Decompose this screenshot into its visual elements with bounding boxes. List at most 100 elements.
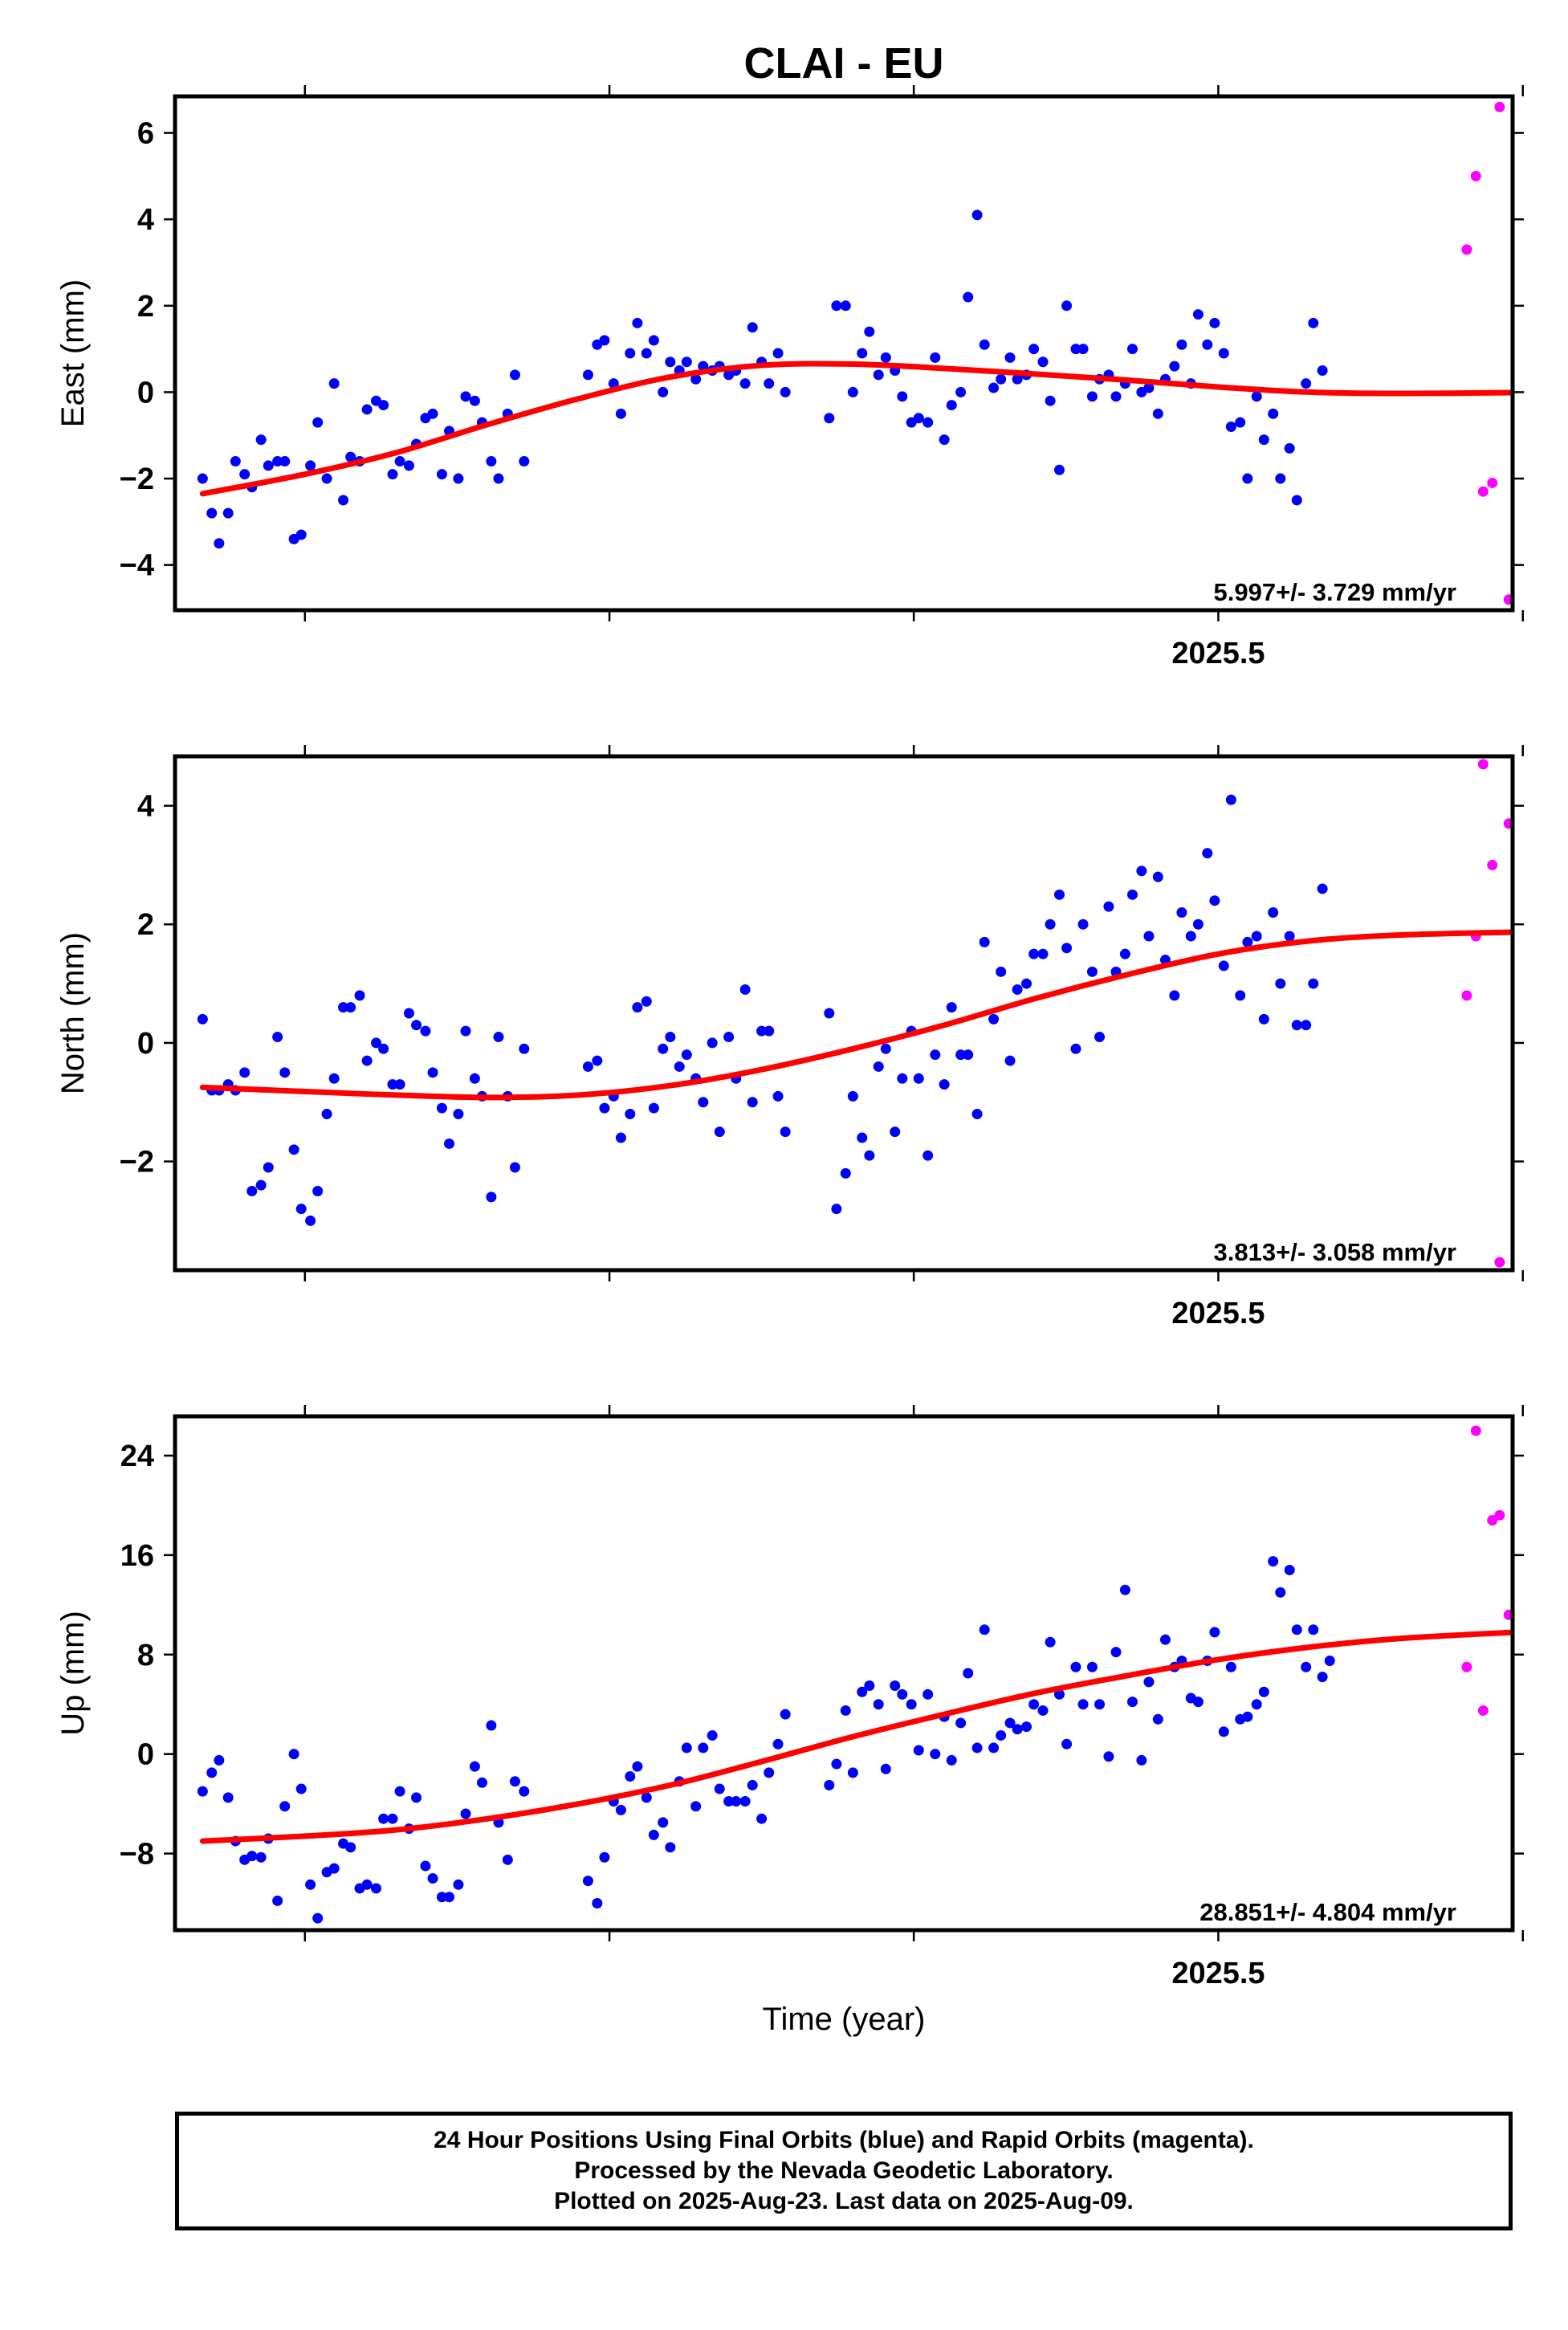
final-orbit-point bbox=[255, 434, 267, 446]
final-orbit-point bbox=[1308, 1624, 1319, 1635]
final-orbit-point bbox=[582, 1876, 593, 1887]
final-orbit-point bbox=[1301, 1020, 1312, 1031]
y-tick-label: 4 bbox=[137, 203, 154, 237]
final-orbit-point bbox=[707, 1037, 718, 1049]
final-orbit-point bbox=[996, 373, 1007, 385]
final-orbit-point bbox=[971, 210, 983, 221]
final-orbit-point bbox=[394, 1079, 405, 1090]
final-orbit-point bbox=[1284, 442, 1295, 454]
final-orbit-point bbox=[930, 352, 941, 363]
final-orbit-point bbox=[971, 1109, 983, 1120]
final-orbit-point bbox=[1308, 978, 1319, 989]
x-tick-label: 2025.5 bbox=[1171, 1957, 1265, 1990]
final-orbit-point bbox=[615, 1804, 626, 1815]
rapid-orbit-point bbox=[1503, 818, 1513, 829]
final-orbit-point bbox=[453, 473, 464, 484]
final-orbit-point bbox=[1136, 866, 1147, 877]
final-orbit-point bbox=[1209, 895, 1220, 906]
final-orbit-point bbox=[665, 1842, 676, 1853]
panel-3: −8 0 8 16 24 2025.5 Up (mm) 28.851+/- 4.804 mm/… bbox=[55, 1405, 1524, 1990]
y-tick-label: 0 bbox=[137, 1738, 154, 1772]
rapid-orbit-point bbox=[1487, 477, 1498, 488]
final-orbit-point bbox=[625, 348, 636, 359]
final-orbit-point bbox=[519, 456, 530, 467]
final-orbit-point bbox=[476, 1777, 487, 1788]
rapid-orbit-point bbox=[1494, 1257, 1505, 1268]
final-orbit-point bbox=[1209, 317, 1220, 328]
final-orbit-point bbox=[772, 1090, 784, 1102]
final-orbit-point bbox=[378, 1043, 389, 1054]
final-orbit-point bbox=[394, 1786, 405, 1797]
final-orbit-point bbox=[625, 1771, 636, 1782]
final-orbit-point bbox=[295, 1204, 307, 1215]
rapid-orbit-point bbox=[1487, 859, 1498, 870]
trend-line bbox=[199, 929, 1513, 1101]
final-orbit-point bbox=[1218, 348, 1229, 359]
rapid-orbit-point bbox=[1503, 1609, 1513, 1620]
final-orbit-point bbox=[592, 1898, 603, 1909]
final-orbit-point bbox=[460, 391, 471, 402]
final-orbit-point bbox=[246, 1186, 258, 1197]
final-orbit-point bbox=[731, 1796, 742, 1807]
final-orbit-point bbox=[246, 1851, 258, 1862]
final-orbit-point bbox=[979, 339, 990, 350]
final-orbit-point bbox=[1061, 1738, 1073, 1750]
final-orbit-point bbox=[312, 1912, 324, 1924]
final-orbit-point bbox=[913, 1745, 924, 1756]
final-orbit-point bbox=[272, 1032, 283, 1043]
final-orbit-point bbox=[897, 1688, 908, 1700]
final-orbit-point bbox=[1037, 948, 1049, 959]
final-orbit-point bbox=[1301, 378, 1312, 389]
final-orbit-point bbox=[230, 456, 241, 467]
final-orbit-point bbox=[469, 1761, 480, 1772]
final-orbit-point bbox=[922, 417, 934, 428]
final-orbit-point bbox=[648, 1102, 659, 1114]
final-orbit-point bbox=[747, 1779, 758, 1790]
final-orbit-point bbox=[1028, 1699, 1040, 1710]
final-orbit-point bbox=[272, 1895, 283, 1906]
final-orbit-point bbox=[1284, 1564, 1295, 1575]
final-orbit-point bbox=[996, 1729, 1007, 1741]
y-tick-label: 0 bbox=[137, 376, 154, 409]
final-orbit-point bbox=[890, 1680, 901, 1691]
final-orbit-point bbox=[1021, 978, 1032, 989]
final-orbit-point bbox=[1037, 356, 1049, 368]
rapid-orbit-point bbox=[1494, 1509, 1505, 1521]
final-orbit-point bbox=[1192, 1697, 1203, 1708]
plot-area bbox=[197, 101, 1513, 605]
rapid-orbit-point bbox=[1477, 759, 1489, 770]
final-orbit-point bbox=[681, 356, 692, 368]
final-orbit-point bbox=[1070, 1661, 1081, 1672]
final-orbit-point bbox=[338, 1002, 349, 1013]
final-orbit-point bbox=[222, 1792, 234, 1803]
final-orbit-point bbox=[955, 386, 967, 397]
final-orbit-point bbox=[592, 1055, 603, 1066]
rapid-orbit-point bbox=[1487, 1515, 1498, 1525]
final-orbit-point bbox=[658, 386, 669, 397]
final-orbit-point bbox=[582, 369, 593, 381]
final-orbit-point bbox=[1004, 1717, 1016, 1729]
final-orbit-point bbox=[698, 1742, 709, 1754]
final-orbit-point bbox=[641, 1792, 652, 1803]
final-orbit-point bbox=[469, 1073, 480, 1084]
rapid-orbit-point bbox=[1461, 990, 1472, 1001]
final-orbit-point bbox=[599, 1102, 610, 1114]
final-orbit-point bbox=[698, 1097, 709, 1108]
final-orbit-point bbox=[1028, 344, 1040, 355]
final-orbit-point bbox=[338, 495, 349, 506]
final-orbit-point bbox=[519, 1043, 530, 1054]
y-tick-label: −2 bbox=[120, 1146, 154, 1179]
final-orbit-point bbox=[1152, 1713, 1163, 1725]
final-orbit-point bbox=[1251, 931, 1262, 942]
final-orbit-point bbox=[880, 1043, 891, 1054]
final-orbit-point bbox=[714, 1783, 725, 1794]
final-orbit-point bbox=[295, 529, 307, 540]
final-orbit-point bbox=[1077, 1699, 1089, 1710]
final-orbit-point bbox=[764, 1025, 775, 1037]
rapid-orbit-point bbox=[1494, 101, 1505, 112]
final-orbit-point bbox=[939, 434, 950, 446]
final-orbit-point bbox=[1308, 317, 1319, 328]
final-orbit-point bbox=[1291, 495, 1302, 506]
final-orbit-point bbox=[772, 348, 784, 359]
